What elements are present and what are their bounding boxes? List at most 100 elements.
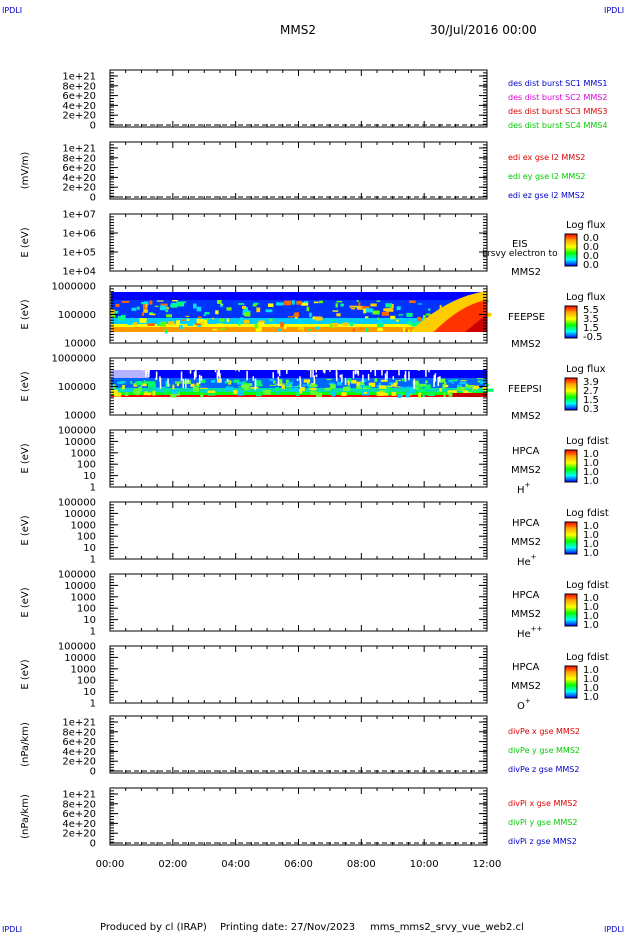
spectrum-pixel (331, 392, 336, 397)
species-label: O+ (517, 697, 531, 712)
spectrum-pixel (255, 383, 263, 387)
spectrum-pixel (117, 316, 125, 321)
colorbar-tick-label: 1.0 (583, 674, 599, 685)
data-gap (386, 370, 388, 380)
spectrum-pixel (291, 385, 299, 388)
spectrum-pixel (303, 379, 311, 383)
spectrum-pixel (372, 310, 380, 315)
spectrum-pixel (391, 391, 397, 396)
colorbar-title: Log fdist (566, 652, 609, 663)
spectrum-pixel (124, 391, 129, 396)
data-gap-start (111, 364, 149, 378)
spacecraft-label: MMS2 (511, 339, 541, 350)
spectrum-pixel (470, 386, 474, 389)
spectrum-pixel (233, 389, 238, 395)
spectrum-pixel (386, 385, 393, 387)
spectrum-pixel (356, 300, 359, 302)
data-gap (392, 376, 394, 380)
spectrum-pixel (417, 303, 422, 305)
spectrum-pixel (159, 305, 167, 311)
y-tick-label: 100 (77, 532, 96, 543)
y-tick-label: 10 (83, 615, 96, 626)
spectrum-pixel (324, 387, 332, 391)
colorbar (564, 305, 578, 339)
data-gap (404, 370, 407, 382)
data-gap (277, 376, 280, 386)
spectrum-pixel (236, 381, 244, 385)
spectrum-pixel (359, 384, 365, 387)
data-gap (344, 377, 347, 386)
spectrum-pixel (190, 383, 195, 388)
colorbar-tick-label: 1.0 (583, 683, 599, 694)
spectrum-pixel (459, 381, 466, 385)
x-tick-label: 04:00 (221, 859, 250, 870)
spectrum-pixel (439, 388, 442, 392)
y-tick-label: 1000000 (51, 354, 96, 365)
legend-entry: divPi x gse MMS2 (508, 799, 577, 808)
charge-label: ++ (531, 625, 543, 633)
data-gap (198, 374, 201, 385)
colorbar (564, 377, 578, 411)
data-gap (323, 366, 325, 373)
y-tick-label: 1000000 (51, 282, 96, 293)
spectrum-pixel (306, 306, 310, 312)
y-tick-label: 4e+20 (62, 747, 96, 758)
spectrum-pixel (398, 379, 401, 382)
spectrum-pixel (332, 310, 339, 312)
y-tick-label: 6e+20 (62, 737, 96, 748)
spectrum-pixel (212, 328, 218, 331)
spectrum-pixel (468, 389, 472, 393)
y-tick-label: 10000 (64, 339, 96, 350)
data-gap (352, 370, 355, 379)
header-date: 30/Jul/2016 00:00 (430, 23, 537, 37)
spectrum-pixel (303, 301, 309, 303)
spectrum-pixel (238, 303, 245, 305)
spectrum-pixel (199, 387, 208, 389)
data-gap (216, 372, 219, 380)
colorbar-tick-label: 0.3 (583, 404, 599, 415)
spectrum-pixel (291, 300, 295, 305)
spectrum-pixel (122, 384, 125, 390)
legend-entry: divPe x gse MMS2 (508, 727, 580, 736)
spectrum-pixel (448, 379, 453, 383)
colorbar (564, 593, 578, 627)
spectrum-pixel (315, 326, 320, 330)
data-gap (315, 369, 318, 373)
data-gap (189, 367, 192, 374)
spectrum-pixel (165, 380, 169, 385)
data-gap (277, 364, 279, 374)
data-gap (155, 377, 157, 381)
spectrum-pixel (300, 302, 309, 306)
data-gap (195, 367, 197, 378)
y-tick-label: 100000 (58, 498, 96, 509)
spectrum-pixel (302, 384, 307, 387)
spectrum-pixel (198, 379, 206, 384)
spectrum-pixel (483, 312, 492, 317)
spectrum-pixel (418, 385, 423, 389)
spectrum-pixel (144, 391, 148, 394)
spectrum-pixel (280, 322, 285, 327)
colorbar-tick-label: 1.0 (583, 530, 599, 541)
y-tick-label: 1e+05 (62, 248, 96, 259)
spectrum-pixel (172, 384, 175, 390)
spectrum-pixel (376, 317, 380, 320)
spectrum-pixel (193, 303, 197, 309)
data-gap (286, 369, 288, 374)
spectrum-pixel (130, 381, 133, 384)
spectrum-pixel (242, 305, 247, 309)
spectrum-pixel (200, 321, 207, 325)
y-tick-label: 10 (83, 543, 96, 554)
spectrum-pixel (207, 390, 216, 393)
spectrum-pixel (294, 312, 300, 318)
spectrum-pixel (363, 385, 372, 389)
data-gap (312, 369, 314, 378)
colorbar-tick-label: 1.0 (583, 521, 599, 532)
y-tick-label: 1 (90, 555, 96, 566)
spectrum-pixel (172, 300, 178, 302)
spectrum-pixel (149, 300, 153, 305)
colorbar-title: Log fdist (566, 436, 609, 447)
panel-frame (109, 787, 488, 846)
spectrum-pixel (451, 379, 458, 382)
